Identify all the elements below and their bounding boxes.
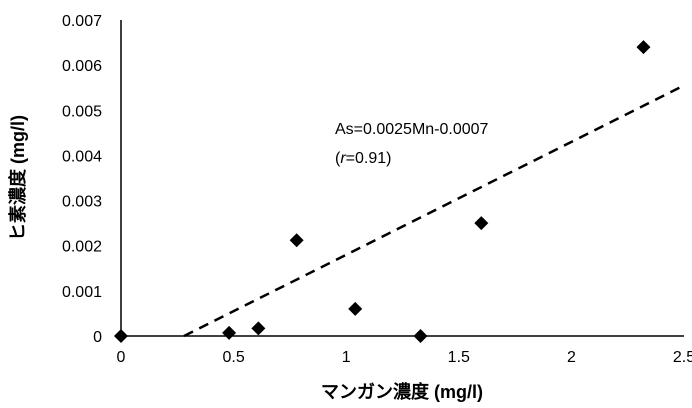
y-tick-label: 0 [93, 329, 102, 346]
x-tick-label: 2.5 [673, 349, 692, 366]
data-points [114, 40, 651, 343]
y-tick-label: 0.005 [62, 103, 102, 120]
correlation-symbol: r [340, 150, 346, 167]
y-axis-label: ヒ素濃度 (mg/l) [7, 115, 28, 241]
correlation-annotation: (r=0.91) [335, 150, 391, 167]
data-point [251, 321, 266, 336]
data-point [348, 301, 363, 316]
data-point [636, 40, 651, 55]
y-tick-label: 0.007 [62, 13, 102, 30]
data-point [222, 325, 237, 340]
equation-annotation: As=0.0025Mn-0.0007 [335, 121, 489, 138]
x-tick-label: 0.5 [222, 349, 244, 366]
y-tick-label: 0.006 [62, 58, 102, 75]
x-tick-label: 1.5 [448, 349, 470, 366]
x-tick-label: 0 [117, 349, 126, 366]
y-tick-labels: 0 0.001 0.002 0.003 0.004 0.005 0.006 0.007 [62, 13, 102, 346]
data-point [474, 216, 489, 231]
data-point [114, 329, 128, 343]
x-axis-label: マンガン濃度 (mg/l) [321, 381, 483, 402]
y-tick-label: 0.002 [62, 239, 102, 256]
correlation-value: =0.91) [346, 150, 392, 167]
data-point [413, 329, 428, 343]
trendline [183, 84, 685, 338]
plot-frame [120, 20, 684, 337]
x-tick-label: 2 [567, 349, 576, 366]
x-tick-labels: 0 0.5 1 1.5 2 2.5 [117, 349, 692, 366]
y-tick-label: 0.001 [62, 284, 102, 301]
y-tick-label: 0.003 [62, 194, 102, 211]
correlation-prefix: ( [335, 150, 341, 167]
data-point [289, 233, 304, 248]
y-tick-label: 0.004 [62, 148, 102, 165]
x-tick-label: 1 [342, 349, 351, 366]
